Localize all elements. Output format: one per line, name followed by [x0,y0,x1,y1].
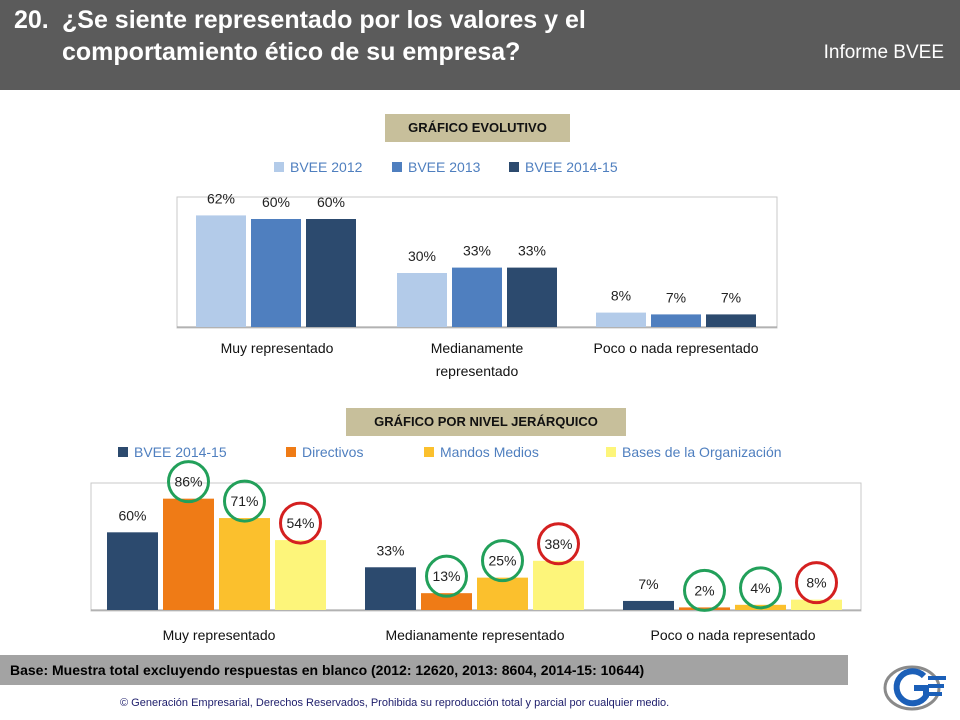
bar-directivos-medianamente-representado [421,593,472,610]
header-bar: 20. ¿Se siente representado por los valo… [0,0,960,90]
category-label-muy-representado: Muy representado [163,627,276,643]
category-label-poco-o-nada-representado: Poco o nada representado [650,627,815,643]
data-label-bvee-2014-15-muy-representado: 60% [118,507,146,523]
legend-label-bvee-2013: BVEE 2013 [408,159,481,175]
highlight-circle-bases-de-la-organizacion-muy-representado [279,501,322,545]
bar-bases-de-la-organizacion-medianamente-representado [533,560,584,610]
data-label-bvee-2012-poco-o-nada-representado: 8% [611,288,631,304]
legend-swatch-mandos-medios [424,447,434,457]
copyright-text: © Generación Empresarial, Derechos Reser… [120,697,670,709]
legend-swatch-bvee-2013 [392,162,402,172]
report-name: Informe BVEE [823,42,944,63]
bar-bvee-2013-medianamente-representado [452,267,502,327]
legend-swatch-directivos [286,447,296,457]
bar-mandos-medios-muy-representado [219,518,270,610]
bar-bvee-2014-15-medianamente-representado [365,567,416,610]
bar-bvee-2013-muy-representado [251,219,301,327]
data-label-bvee-2014-15-poco-o-nada-representado: 7% [721,289,741,305]
highlight-circle-directivos-poco-o-nada-representado [683,568,726,612]
legend-label-directivos: Directivos [302,444,363,460]
data-label-directivos-poco-o-nada-representado: 2% [694,582,714,598]
question-number: 20. [14,6,49,34]
bar-bvee-2014-15-poco-o-nada-representado [623,600,674,610]
category-label-medianamente-representado: Medianamente [431,340,524,356]
data-label-bvee-2013-poco-o-nada-representado: 7% [666,289,686,305]
data-label-bvee-2014-15-poco-o-nada-representado: 7% [638,576,658,592]
bar-directivos-muy-representado [163,498,214,610]
bar-bvee-2012-poco-o-nada-representado [596,312,646,327]
data-label-bvee-2012-muy-representado: 62% [207,190,235,206]
data-label-bvee-2012-medianamente-representado: 30% [408,248,436,264]
question-title-line1: ¿Se siente representado por los valores … [62,6,586,34]
bar-bvee-2014-15-medianamente-representado [507,267,557,327]
legend-swatch-bvee-2014-15 [509,162,519,172]
legend-swatch-bvee-2012 [274,162,284,172]
bar-mandos-medios-medianamente-representado [477,577,528,610]
data-label-bases-de-la-organizacion-medianamente-representado: 38% [544,536,572,552]
category-label-medianamente-representado-line2: representado [436,363,519,379]
data-label-bvee-2014-15-medianamente-representado: 33% [518,243,546,259]
data-label-bases-de-la-organizacion-poco-o-nada-representado: 8% [806,575,826,591]
data-label-bases-de-la-organizacion-muy-representado: 54% [286,515,314,531]
highlight-circle-mandos-medios-muy-representado [223,479,266,523]
highlight-circle-mandos-medios-poco-o-nada-representado [739,566,782,610]
data-label-bvee-2013-muy-representado: 60% [262,194,290,210]
data-label-bvee-2014-15-muy-representado: 60% [317,194,345,210]
highlight-circle-mandos-medios-medianamente-representado [481,539,524,583]
data-label-bvee-2014-15-medianamente-representado: 33% [376,542,404,558]
data-label-mandos-medios-muy-representado: 71% [230,493,258,509]
ge-logo-icon [883,665,946,711]
question-title-line2: comportamiento ético de su empresa? [62,38,521,66]
category-label-muy-representado: Muy representado [221,340,334,356]
highlight-circle-directivos-medianamente-representado [425,554,468,598]
bar-bvee-2014-15-muy-representado [107,532,158,610]
bar-bvee-2012-muy-representado [196,215,246,327]
legend-label-mandos-medios: Mandos Medios [440,444,539,460]
chart-1-plot-area [176,196,778,329]
legend-swatch-bases-de-la-organizacion [606,447,616,457]
data-label-directivos-muy-representado: 86% [174,474,202,490]
chart2-title: GRÁFICO POR NIVEL JERÁRQUICO [346,408,626,436]
chart-2-plot-area [90,482,862,612]
data-label-directivos-medianamente-representado: 13% [432,568,460,584]
chart1-title: GRÁFICO EVOLUTIVO [385,114,570,142]
legend-swatch-bvee-2014-15 [118,447,128,457]
chart-2: BVEE 2014-15 Directivos Mandos Medios Bases… [90,444,862,643]
data-label-mandos-medios-poco-o-nada-representado: 4% [750,580,770,596]
highlight-circle-directivos-muy-representado [167,460,210,504]
legend-label-bvee-2012: BVEE 2012 [290,159,363,175]
legend-label-bvee-2014-15: BVEE 2014-15 [134,444,227,460]
bar-bvee-2013-poco-o-nada-representado [651,314,701,327]
bar-bvee-2014-15-muy-representado [306,219,356,327]
data-label-bvee-2013-medianamente-representado: 33% [463,243,491,259]
chart-1: BVEE 2012 BVEE 2013 BVEE 2014-15 62% 60% 60% M… [176,159,778,379]
bar-bases-de-la-organizacion-muy-representado [275,540,326,610]
bar-bvee-2012-medianamente-representado [397,273,447,327]
bar-directivos-poco-o-nada-representado [679,607,730,610]
category-label-poco-o-nada-representado: Poco o nada representado [593,340,758,356]
legend-label-bases-de-la-organizacion: Bases de la Organización [622,444,782,460]
data-label-mandos-medios-medianamente-representado: 25% [488,553,516,569]
legend-label-bvee-2014-15: BVEE 2014-15 [525,159,618,175]
bar-bvee-2014-15-poco-o-nada-representado [706,314,756,327]
category-label-medianamente-representado: Medianamente representado [385,627,564,643]
highlight-circle-bases-de-la-organizacion-medianamente-representado [537,522,580,566]
highlight-circle-bases-de-la-organizacion-poco-o-nada-representado [795,561,838,605]
base-note: Base: Muestra total excluyendo respuesta… [0,655,848,685]
bar-bases-de-la-organizacion-poco-o-nada-representado [791,599,842,610]
